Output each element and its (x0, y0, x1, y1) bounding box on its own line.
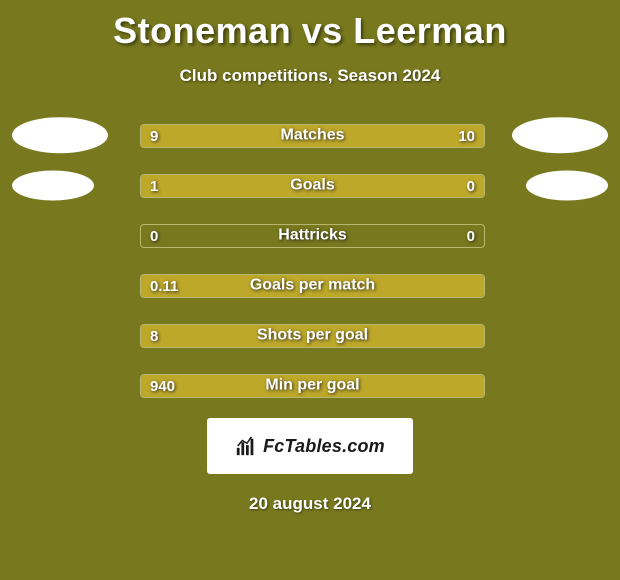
stat-row: Matches910 (0, 124, 620, 150)
stat-row: Shots per goal8 (0, 324, 620, 350)
player-ellipse-left (12, 171, 94, 201)
logo-bars-icon (235, 435, 257, 457)
stat-bar-left (141, 275, 484, 297)
stat-bar: Goals per match (140, 274, 485, 298)
logo-badge: FcTables.com (207, 418, 413, 474)
stat-row: Goals10 (0, 174, 620, 200)
stat-bar: Shots per goal (140, 324, 485, 348)
logo-text: FcTables.com (263, 436, 385, 457)
stat-bar-left (141, 125, 304, 147)
stat-label: Hattricks (278, 227, 346, 245)
stat-bar: Matches (140, 124, 485, 148)
player-ellipse-right (526, 171, 608, 201)
stat-bar-left (141, 175, 405, 197)
stat-bar: Goals (140, 174, 485, 198)
stat-row: Hattricks00 (0, 224, 620, 250)
stat-bar-left (141, 375, 484, 397)
stat-bar-left (141, 325, 484, 347)
date-label: 20 august 2024 (0, 494, 620, 514)
stat-bar: Hattricks (140, 224, 485, 248)
stat-row: Goals per match0.11 (0, 274, 620, 300)
stats-rows: Matches910 Goals10 Hattricks00 Goals per ma… (0, 124, 620, 400)
stat-bar-right (405, 175, 484, 197)
subtitle: Club competitions, Season 2024 (0, 66, 620, 86)
stat-row: Min per goal940 (0, 374, 620, 400)
page-title: Stoneman vs Leerman (0, 0, 620, 52)
player-ellipse-right (512, 117, 608, 153)
player-ellipse-left (12, 117, 108, 153)
stat-bar-right (304, 125, 484, 147)
stat-bar: Min per goal (140, 374, 485, 398)
